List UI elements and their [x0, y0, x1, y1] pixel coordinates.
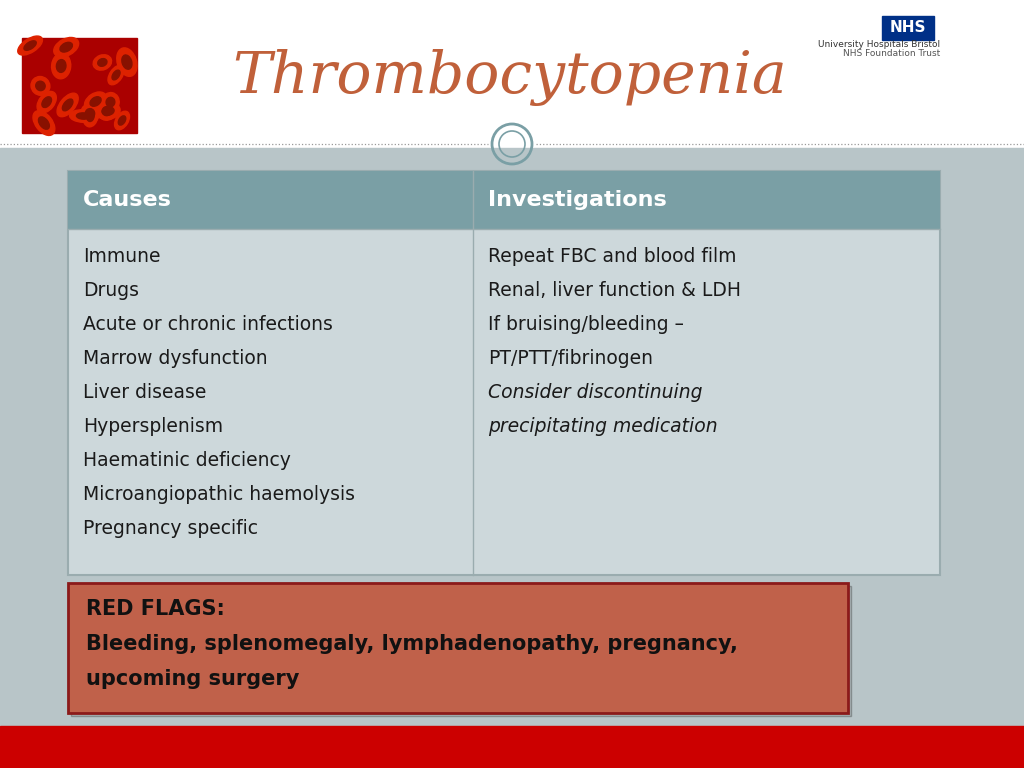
Ellipse shape	[102, 107, 114, 115]
Ellipse shape	[87, 111, 94, 121]
Ellipse shape	[51, 53, 71, 79]
Ellipse shape	[56, 60, 66, 72]
Ellipse shape	[93, 55, 112, 70]
Ellipse shape	[115, 111, 129, 130]
Bar	[22, 38, 137, 133]
Bar	[68, 171, 940, 229]
Ellipse shape	[17, 36, 42, 55]
Ellipse shape	[33, 111, 55, 135]
Bar	[68, 171, 940, 575]
Ellipse shape	[36, 81, 45, 91]
Text: Causes: Causes	[83, 190, 172, 210]
Ellipse shape	[83, 105, 98, 127]
Ellipse shape	[117, 48, 137, 76]
Text: Liver disease: Liver disease	[83, 383, 207, 402]
Ellipse shape	[81, 104, 99, 124]
Text: NHS Foundation Trust: NHS Foundation Trust	[843, 49, 940, 58]
Ellipse shape	[97, 102, 116, 121]
Text: University Hospitals Bristol: University Hospitals Bristol	[818, 40, 940, 49]
Ellipse shape	[122, 55, 132, 69]
Ellipse shape	[57, 93, 78, 117]
Text: Immune: Immune	[83, 247, 161, 266]
Text: Marrow dysfunction: Marrow dysfunction	[83, 349, 267, 368]
Text: NHS: NHS	[890, 21, 927, 35]
Text: Hypersplenism: Hypersplenism	[83, 417, 223, 436]
Text: precipitating medication: precipitating medication	[488, 417, 718, 436]
Text: Acute or chronic infections: Acute or chronic infections	[83, 315, 333, 334]
Ellipse shape	[62, 99, 73, 111]
Text: Investigations: Investigations	[488, 190, 668, 210]
Ellipse shape	[39, 117, 49, 129]
Bar	[882, 16, 934, 40]
Text: RED FLAGS:: RED FLAGS:	[86, 599, 225, 619]
Text: PT/PTT/fibrinogen: PT/PTT/fibrinogen	[488, 349, 653, 368]
Text: Thrombocytopenia: Thrombocytopenia	[232, 49, 787, 107]
Ellipse shape	[106, 98, 115, 107]
Ellipse shape	[24, 41, 36, 51]
Ellipse shape	[97, 58, 106, 66]
Ellipse shape	[101, 93, 119, 111]
FancyBboxPatch shape	[71, 586, 851, 716]
Text: Pregnancy specific: Pregnancy specific	[83, 519, 258, 538]
Ellipse shape	[77, 113, 90, 119]
Ellipse shape	[119, 116, 126, 125]
Text: Renal, liver function & LDH: Renal, liver function & LDH	[488, 281, 741, 300]
Text: Repeat FBC and blood film: Repeat FBC and blood film	[488, 247, 737, 266]
Bar	[0, 148, 1024, 768]
Text: Drugs: Drugs	[83, 281, 139, 300]
Ellipse shape	[85, 108, 94, 118]
Ellipse shape	[96, 103, 120, 120]
Bar	[0, 0, 1024, 148]
Ellipse shape	[90, 97, 101, 106]
Ellipse shape	[70, 110, 97, 122]
Ellipse shape	[112, 70, 120, 80]
Text: Microangiopathic haemolysis: Microangiopathic haemolysis	[83, 485, 355, 504]
Ellipse shape	[60, 42, 73, 52]
Text: upcoming surgery: upcoming surgery	[86, 669, 299, 689]
Text: Haematinic deficiency: Haematinic deficiency	[83, 451, 291, 470]
Ellipse shape	[85, 92, 106, 111]
Bar	[0, 726, 1024, 768]
Ellipse shape	[53, 38, 79, 57]
Text: Bleeding, splenomegaly, lymphadenopathy, pregnancy,: Bleeding, splenomegaly, lymphadenopathy,…	[86, 634, 738, 654]
Ellipse shape	[37, 91, 56, 113]
Ellipse shape	[42, 97, 51, 108]
Ellipse shape	[31, 77, 50, 95]
Text: If bruising/bleeding –: If bruising/bleeding –	[488, 315, 684, 334]
FancyBboxPatch shape	[68, 583, 848, 713]
Ellipse shape	[102, 107, 112, 116]
Text: Consider discontinuing: Consider discontinuing	[488, 383, 703, 402]
Ellipse shape	[108, 65, 124, 84]
